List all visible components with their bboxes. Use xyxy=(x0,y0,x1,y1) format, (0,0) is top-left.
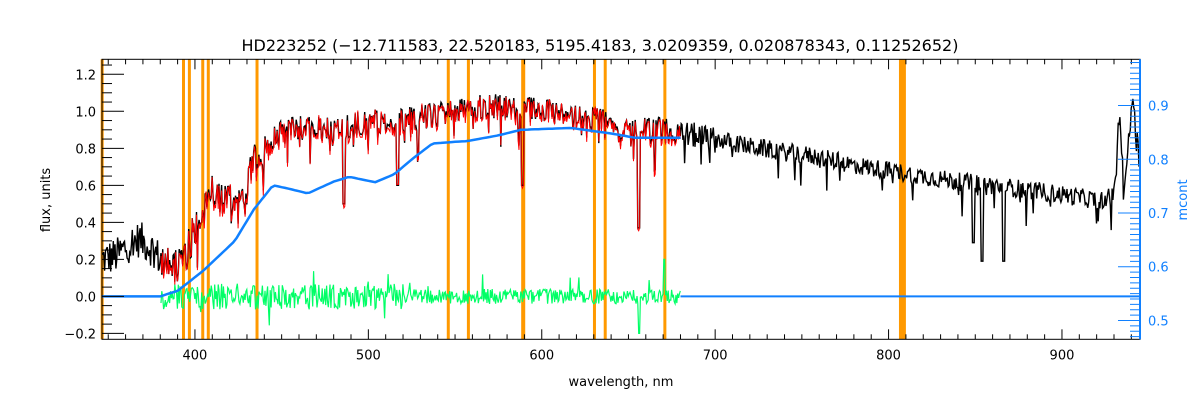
x-axis-label: wavelength, nm xyxy=(569,375,674,390)
residuals-line xyxy=(160,258,681,334)
plot-series xyxy=(101,94,1141,334)
y-tick-label: 0.2 xyxy=(75,253,96,268)
x-tick-label: 800 xyxy=(876,348,901,363)
x-tick-label: 500 xyxy=(356,348,381,363)
x-tick-label: 400 xyxy=(183,348,208,363)
mask-band xyxy=(898,59,906,340)
y-tick-label: −0.2 xyxy=(64,327,96,342)
y-tick-label: 0.0 xyxy=(75,290,96,305)
y-tick-label: 0.6 xyxy=(75,179,96,194)
y-tick-label: 0.8 xyxy=(75,142,96,157)
axes: 400 500 600 700 800 900 −0.2 0.0 0.2 0.4 0.6 0.8 1.0… xyxy=(64,58,1169,363)
y2-axis-label: mcont xyxy=(1176,179,1191,220)
continuum-line xyxy=(101,126,681,298)
chart-title: HD223252 (−12.711583, 22.520183, 5195.41… xyxy=(242,36,959,55)
y2-tick-label: 0.9 xyxy=(1148,100,1169,115)
y2-tick-label: 0.5 xyxy=(1148,314,1169,329)
y2-tick-label: 0.8 xyxy=(1148,153,1169,168)
y-axis-label: flux, units xyxy=(39,168,54,233)
model-flux-line xyxy=(160,95,681,286)
y-tick-label: 1.0 xyxy=(75,105,96,120)
x-tick-label: 600 xyxy=(529,348,554,363)
y2-tick-label: 0.7 xyxy=(1148,207,1169,222)
y-tick-label: 1.2 xyxy=(75,68,96,83)
x-tick-label: 900 xyxy=(1050,348,1075,363)
y-tick-label: 0.4 xyxy=(75,216,96,231)
y2-tick-label: 0.6 xyxy=(1148,261,1169,276)
x-tick-label: 700 xyxy=(703,348,728,363)
